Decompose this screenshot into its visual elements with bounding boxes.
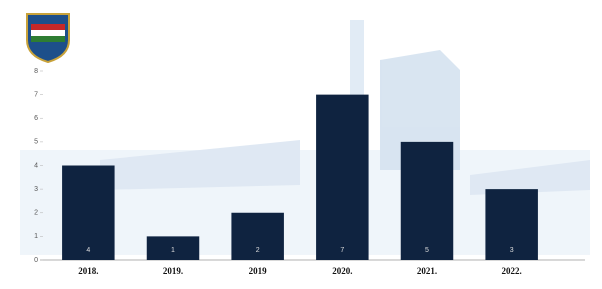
y-tick-label: 8 bbox=[34, 68, 38, 75]
x-tick-label: 2021. bbox=[417, 266, 437, 276]
value-label: 2 bbox=[256, 247, 260, 254]
x-tick-label: 2019 bbox=[249, 266, 268, 276]
bg-wing bbox=[100, 140, 300, 190]
bar bbox=[62, 166, 114, 261]
bar bbox=[401, 142, 453, 260]
y-tick-label: 5 bbox=[34, 139, 38, 146]
y-tick-label: 4 bbox=[34, 162, 38, 169]
logo-stripe bbox=[31, 30, 65, 36]
value-label: 1 bbox=[171, 247, 175, 254]
x-tick-label: 2019. bbox=[163, 266, 183, 276]
page: 0 1 2 3 4 5 6 7 8 4 2018. 1 2019. 2 2019 7 2020. 5 2021. 3 2… bbox=[0, 0, 602, 289]
bar bbox=[316, 95, 368, 260]
value-label: 5 bbox=[425, 247, 429, 254]
y-tick-label: 7 bbox=[34, 91, 38, 98]
value-label: 4 bbox=[86, 247, 90, 254]
logo-stripe bbox=[31, 24, 65, 30]
y-tick-label: 2 bbox=[34, 210, 38, 217]
value-label: 3 bbox=[510, 247, 514, 254]
x-tick-label: 2022. bbox=[502, 266, 522, 276]
y-tick-label: 6 bbox=[34, 115, 38, 122]
x-tick-label: 2018. bbox=[78, 266, 98, 276]
chart: 0 1 2 3 4 5 6 7 8 4 2018. 1 2019. 2 2019 7 2020. 5 2021. 3 2… bbox=[0, 0, 602, 289]
x-tick-label: 2020. bbox=[332, 266, 352, 276]
logo bbox=[27, 14, 69, 62]
y-tick-label: 0 bbox=[34, 257, 38, 264]
logo-stripe bbox=[31, 36, 65, 42]
value-label: 7 bbox=[340, 247, 344, 254]
y-tick-label: 3 bbox=[34, 186, 38, 193]
y-tick-label: 1 bbox=[34, 233, 38, 240]
